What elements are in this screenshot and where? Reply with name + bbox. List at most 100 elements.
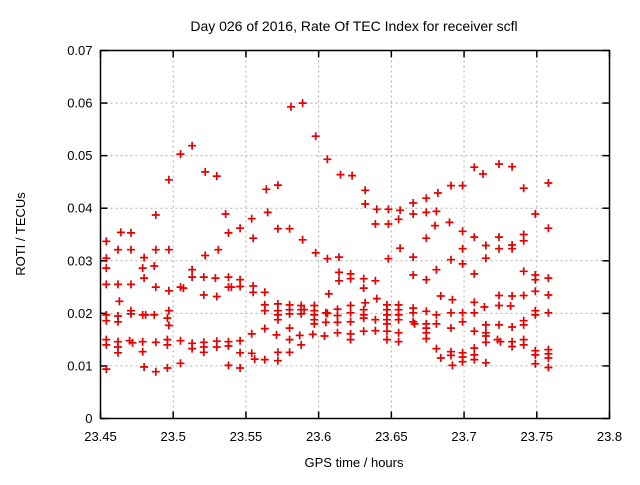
data-point-marker bbox=[480, 303, 489, 311]
data-point-marker bbox=[519, 320, 528, 329]
data-point-marker bbox=[544, 179, 553, 187]
x-tick-label: 23.75 bbox=[521, 429, 554, 444]
y-tick-label: 0.04 bbox=[67, 201, 92, 216]
data-point-marker bbox=[273, 299, 282, 308]
data-point-marker bbox=[470, 308, 479, 317]
data-point-marker bbox=[262, 185, 271, 194]
data-point-marker bbox=[335, 276, 343, 285]
data-point-marker bbox=[371, 276, 380, 285]
data-point-marker bbox=[335, 268, 343, 277]
data-point-marker bbox=[544, 224, 553, 233]
data-point-marker bbox=[102, 316, 111, 325]
data-point-marker bbox=[164, 175, 173, 184]
data-point-marker bbox=[506, 302, 515, 310]
data-point-marker bbox=[470, 269, 479, 278]
chart-title: Day 026 of 2016, Rate Of TEC Index for r… bbox=[190, 18, 517, 34]
x-tick-label: 23.65 bbox=[375, 429, 408, 444]
data-point-marker bbox=[335, 253, 343, 262]
data-point-marker bbox=[176, 359, 185, 368]
data-point-marker bbox=[447, 308, 455, 317]
data-point-marker bbox=[236, 336, 245, 345]
data-point-marker bbox=[458, 259, 467, 268]
data-point-marker bbox=[433, 189, 442, 197]
data-point-marker bbox=[150, 310, 159, 319]
data-point-marker bbox=[127, 280, 135, 289]
data-point-marker bbox=[150, 262, 159, 270]
data-point-marker bbox=[249, 234, 258, 243]
data-point-marker bbox=[445, 218, 454, 227]
data-point-marker bbox=[448, 295, 457, 304]
data-point-marker bbox=[188, 265, 197, 274]
data-point-marker bbox=[436, 354, 445, 362]
data-point-marker bbox=[348, 171, 357, 180]
data-point-marker bbox=[333, 328, 342, 337]
data-point-marker bbox=[409, 253, 418, 262]
data-point-marker bbox=[519, 267, 528, 276]
data-point-marker bbox=[236, 364, 245, 372]
data-point-marker bbox=[224, 228, 233, 237]
y-tick-label: 0.06 bbox=[67, 96, 92, 111]
data-point-marker bbox=[224, 342, 233, 350]
data-point-marker bbox=[422, 307, 431, 316]
data-point-marker bbox=[188, 141, 197, 150]
data-point-marker bbox=[519, 184, 528, 193]
data-point-marker bbox=[128, 338, 137, 347]
data-point-marker bbox=[164, 321, 173, 330]
data-point-marker bbox=[508, 244, 517, 253]
data-point-marker bbox=[212, 343, 221, 351]
data-point-marker bbox=[458, 317, 467, 326]
data-point-marker bbox=[127, 309, 135, 318]
data-point-marker bbox=[470, 355, 479, 364]
data-point-marker bbox=[310, 319, 319, 328]
data-point-marker bbox=[247, 329, 256, 338]
data-point-marker bbox=[236, 282, 245, 291]
data-point-marker bbox=[409, 199, 418, 207]
data-point-marker bbox=[164, 306, 173, 315]
data-point-marker bbox=[260, 288, 269, 297]
data-point-marker bbox=[164, 245, 173, 254]
data-point-marker bbox=[102, 280, 111, 289]
data-point-marker bbox=[495, 233, 503, 242]
data-point-marker bbox=[214, 245, 223, 254]
data-point-marker bbox=[481, 358, 490, 367]
data-point-marker bbox=[138, 337, 147, 346]
x-tick-label: 23.6 bbox=[306, 429, 331, 444]
data-point-marker bbox=[164, 286, 173, 295]
data-point-marker bbox=[458, 308, 467, 317]
data-point-marker bbox=[260, 355, 269, 364]
y-tick-label: 0 bbox=[85, 411, 92, 426]
data-point-marker bbox=[422, 234, 431, 243]
data-point-marker bbox=[102, 365, 111, 374]
data-point-marker bbox=[285, 335, 294, 344]
data-point-marker bbox=[140, 363, 149, 371]
data-point-marker bbox=[199, 348, 208, 357]
data-point-marker bbox=[140, 253, 149, 262]
data-point-marker bbox=[359, 314, 368, 323]
data-point-marker bbox=[361, 186, 370, 195]
data-point-marker bbox=[431, 221, 439, 230]
data-point-marker bbox=[199, 273, 208, 282]
y-tick-label: 0.02 bbox=[67, 306, 92, 321]
data-point-marker bbox=[359, 284, 368, 293]
data-point-marker bbox=[508, 323, 517, 331]
data-point-marker bbox=[287, 102, 295, 111]
data-point-marker bbox=[544, 363, 553, 372]
x-tick-label: 23.5 bbox=[161, 429, 186, 444]
x-tick-label: 23.55 bbox=[230, 429, 263, 444]
data-point-marker bbox=[323, 155, 332, 164]
data-point-marker bbox=[508, 162, 517, 171]
data-point-marker bbox=[212, 172, 221, 181]
data-point-marker bbox=[458, 357, 467, 366]
data-point-marker bbox=[176, 150, 185, 159]
x-tick-label: 23.45 bbox=[84, 429, 117, 444]
data-point-marker bbox=[273, 224, 282, 233]
data-point-marker bbox=[479, 170, 487, 178]
data-point-marker bbox=[298, 235, 307, 244]
data-point-marker bbox=[295, 331, 304, 340]
y-tick-label: 0.07 bbox=[67, 43, 92, 58]
data-point-marker bbox=[199, 291, 208, 299]
data-point-marker bbox=[470, 298, 479, 307]
data-point-marker bbox=[481, 338, 490, 347]
data-point-marker bbox=[495, 301, 503, 310]
data-point-marker bbox=[371, 220, 380, 228]
